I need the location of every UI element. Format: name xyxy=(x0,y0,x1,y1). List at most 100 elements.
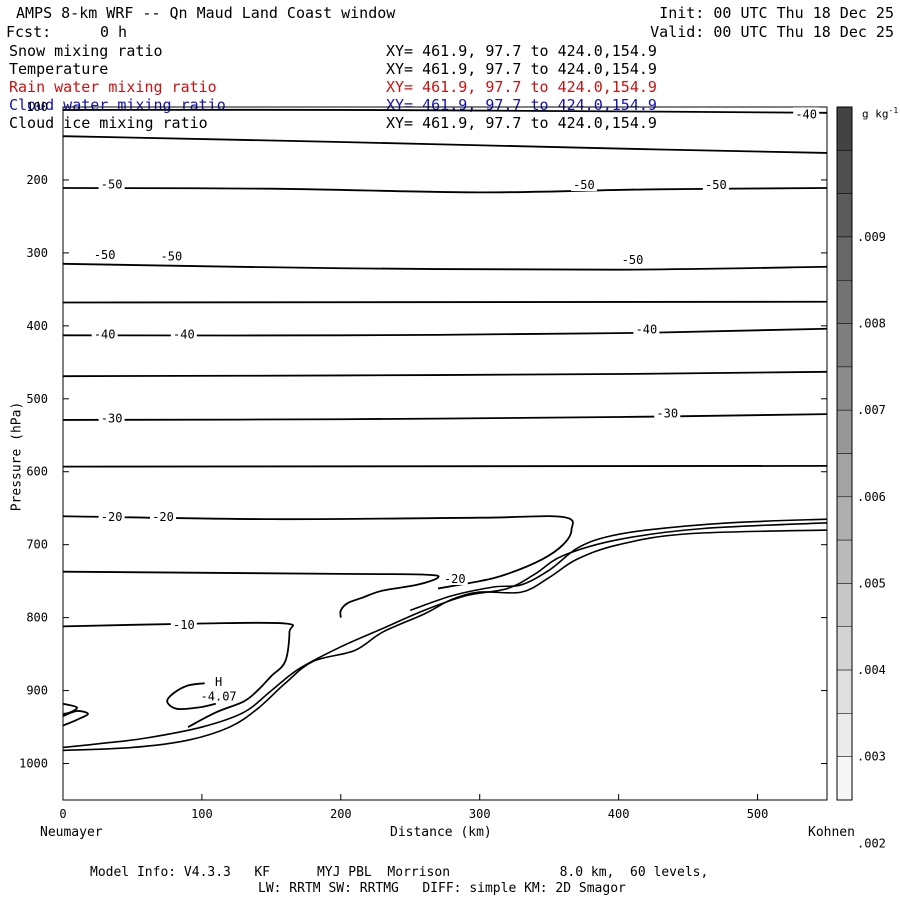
x-tick-label: 200 xyxy=(330,807,352,821)
isotherm-label-bg xyxy=(654,406,681,420)
valid-time: Valid: 00 UTC Thu 18 Dec 25 xyxy=(650,23,894,41)
legend-xy-range: XY= 461.9, 97.7 to 424.0,154.9 xyxy=(386,96,657,114)
isotherm-line xyxy=(62,621,294,728)
x-tick-label: 100 xyxy=(191,807,213,821)
legend-xy-range: XY= 461.9, 97.7 to 424.0,154.9 xyxy=(386,60,657,78)
y-tick-label: 100 xyxy=(26,100,48,114)
isotherm-line xyxy=(166,682,216,711)
x-tick-label: 400 xyxy=(608,807,630,821)
init-time: Init: 00 UTC Thu 18 Dec 25 xyxy=(659,4,894,22)
isotherm-label: -50 xyxy=(161,250,183,264)
colorbar-swatch xyxy=(836,583,853,627)
isotherm-label: -50 xyxy=(101,177,123,191)
isotherm-label: -40 xyxy=(636,322,658,336)
isotherm-line xyxy=(62,370,828,378)
isotherm-label: -50 xyxy=(622,253,644,267)
colorbar-tick-label: .005 xyxy=(857,576,886,590)
isotherm-label: -30 xyxy=(101,411,123,425)
isotherm-line xyxy=(62,135,828,154)
isotherm-label-bg xyxy=(91,248,118,262)
legend-xy-range: XY= 461.9, 97.7 to 424.0,154.9 xyxy=(386,114,657,132)
colorbar-tick-label: .009 xyxy=(857,230,886,244)
isotherm-label-bg xyxy=(91,327,118,341)
isotherm-label: -20 xyxy=(444,572,466,586)
colorbar-swatch xyxy=(836,539,853,584)
y-tick-label: 800 xyxy=(26,611,48,625)
terrain-line xyxy=(62,522,828,749)
legend-field-name: Rain water mixing ratio xyxy=(9,78,217,96)
colorbar-swatch xyxy=(836,669,853,714)
colorbar-tick-label: .003 xyxy=(857,750,886,764)
colorbar-tick-label: .006 xyxy=(857,490,886,504)
y-tick-label: 500 xyxy=(26,392,48,406)
colorbar-swatch xyxy=(836,409,853,454)
isotherm-label-bg xyxy=(793,107,820,121)
isotherm-label-bg xyxy=(170,327,197,341)
x-end-right-label: Kohnen xyxy=(808,825,855,840)
isotherm-label: -20 xyxy=(101,510,123,524)
y-tick-label: 700 xyxy=(26,538,48,552)
legend-field-name: Temperature xyxy=(9,60,109,78)
isotherm-label: -50 xyxy=(573,178,595,192)
colorbar-swatch xyxy=(836,496,853,541)
isotherm-label-bg xyxy=(170,617,197,631)
colorbar-tick-label: .007 xyxy=(857,403,886,417)
y-tick-label: 300 xyxy=(26,246,48,260)
isotherm-line xyxy=(62,413,828,421)
legend-xy-range: XY= 461.9, 97.7 to 424.0,154.9 xyxy=(386,42,657,60)
x-axis-label: Distance (km) xyxy=(390,825,492,840)
y-tick-label: 900 xyxy=(26,684,48,698)
isotherm-label-bg xyxy=(98,177,125,191)
isotherm-line xyxy=(62,570,440,618)
isotherm-label-bg xyxy=(633,322,660,336)
isotherm-label: -10 xyxy=(173,618,195,632)
isotherm-line xyxy=(62,702,78,715)
isotherm-label-bg xyxy=(158,249,185,263)
isotherm-label-bg xyxy=(619,253,646,267)
colorbar-swatch xyxy=(836,106,853,151)
isotherm-label-bg xyxy=(441,571,468,585)
x-end-left-label: Neumayer xyxy=(40,825,103,840)
colorbar-swatch xyxy=(836,756,853,801)
colorbar-swatch xyxy=(836,150,853,194)
y-tick-label: 400 xyxy=(26,319,48,333)
isotherm-label: -50 xyxy=(705,178,727,192)
colorbar-unit-sup: -1 xyxy=(888,106,899,115)
isotherm-line xyxy=(62,108,828,114)
model-info-line2: LW: RRTM SW: RRTMG DIFF: simple KM: 2D S… xyxy=(258,881,626,896)
y-tick-label: 1000 xyxy=(19,757,48,771)
legend-field-name: Cloud ice mixing ratio xyxy=(9,114,208,132)
isotherm-label-bg xyxy=(98,509,125,523)
max-annotation: -4.07 xyxy=(201,689,237,703)
isotherm-label: -30 xyxy=(656,406,678,420)
x-tick-label: 300 xyxy=(469,807,491,821)
colorbar-swatch xyxy=(836,236,853,281)
isotherm-label: -20 xyxy=(152,510,174,524)
isotherm-label-bg xyxy=(570,178,597,192)
colorbar-frame xyxy=(836,106,853,801)
y-tick-label: 200 xyxy=(26,173,48,187)
isotherm-label-bg xyxy=(98,411,125,425)
isotherm-label-bg xyxy=(702,178,729,192)
max-annotation: H xyxy=(215,675,222,689)
colorbar-unit: g kg-1 xyxy=(862,104,898,121)
colorbar-swatch xyxy=(836,323,853,368)
x-tick-label: 0 xyxy=(59,807,66,821)
y-tick-label: 600 xyxy=(26,465,48,479)
isotherm-label: -40 xyxy=(173,328,195,342)
colorbar-swatch xyxy=(836,453,853,498)
plot-frame xyxy=(62,106,828,801)
isotherm-label-bg xyxy=(150,509,177,523)
colorbar-swatch xyxy=(836,713,853,757)
isotherm-line xyxy=(62,262,828,271)
y-axis-label: Pressure (hPa) xyxy=(9,401,25,512)
model-info-line1: Model Info: V4.3.3 KF MYJ PBL Morrison 8… xyxy=(90,865,709,880)
isotherm-line xyxy=(62,300,828,304)
colorbar-tick-label: .004 xyxy=(857,663,886,677)
colorbar-swatch xyxy=(836,280,853,324)
chart-title: AMPS 8-km WRF -- Qn Maud Land Coast wind… xyxy=(16,4,396,22)
colorbar-swatch xyxy=(836,193,853,238)
terrain-line xyxy=(410,518,828,612)
fcst-label: Fcst: xyxy=(6,23,52,41)
